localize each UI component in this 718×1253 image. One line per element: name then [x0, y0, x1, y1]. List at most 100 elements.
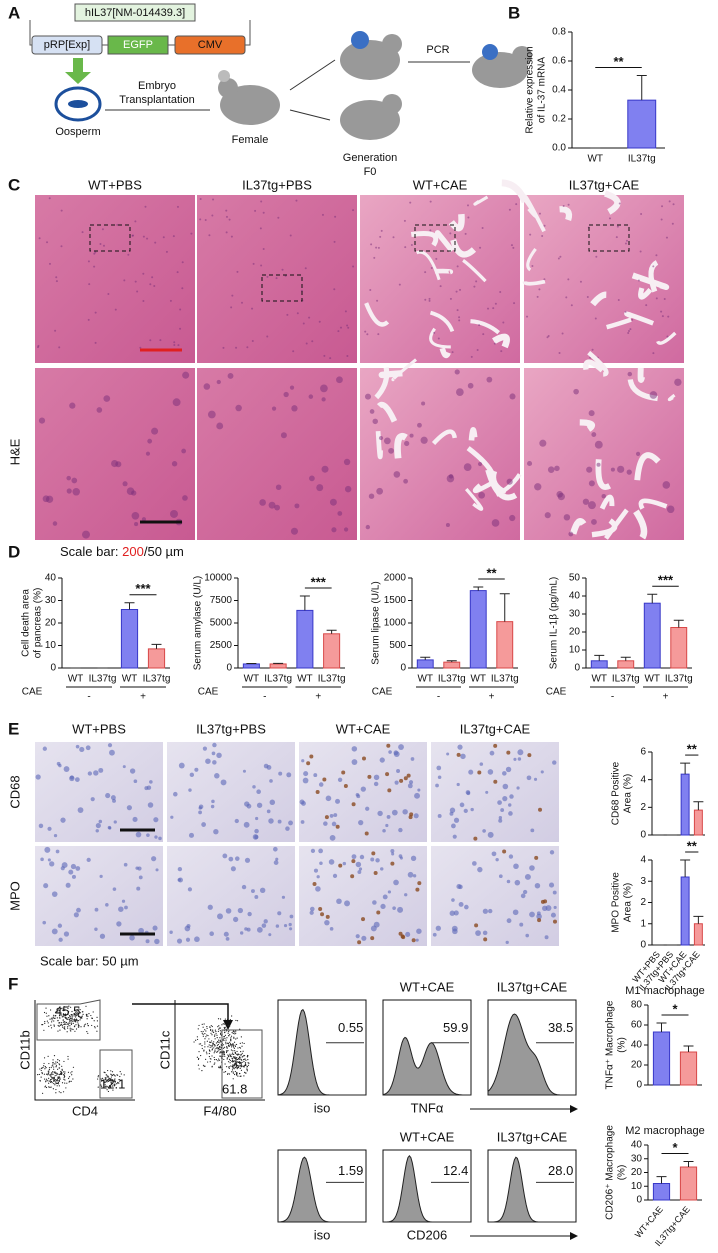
event [64, 1008, 66, 1010]
event [70, 1023, 73, 1026]
texture [115, 461, 122, 468]
y-tick-label: 20 [569, 627, 581, 638]
event [244, 1072, 246, 1074]
event [63, 1027, 65, 1029]
event [231, 1031, 233, 1034]
y-axis-label: Serum IL-1β (pg/mL) [549, 577, 560, 669]
micrograph [524, 195, 684, 363]
bar [590, 660, 608, 669]
texture [289, 914, 294, 919]
texture [376, 401, 398, 423]
event [237, 1066, 240, 1068]
texture [319, 861, 323, 866]
texture [453, 817, 460, 823]
event [247, 1055, 249, 1057]
texture [269, 779, 273, 783]
event [55, 1065, 58, 1067]
event [198, 1024, 200, 1027]
event [76, 1011, 78, 1013]
event [200, 1030, 202, 1033]
event [62, 1009, 64, 1011]
texture [57, 923, 63, 928]
event [213, 1058, 216, 1061]
event [196, 1036, 198, 1038]
event [51, 1074, 53, 1076]
texture [451, 823, 456, 829]
event [51, 1065, 53, 1067]
texture [505, 766, 512, 773]
event [219, 1046, 221, 1048]
texture [513, 863, 519, 870]
texture [138, 875, 143, 880]
texture [355, 792, 360, 797]
event [235, 1019, 237, 1022]
texture [493, 779, 498, 784]
event [118, 1078, 120, 1081]
texture [70, 863, 77, 870]
texture [122, 481, 128, 487]
event [223, 1026, 225, 1029]
texture [662, 481, 671, 489]
texture [387, 890, 392, 894]
event [219, 1055, 221, 1057]
event [50, 1086, 52, 1088]
event [44, 1065, 46, 1068]
event [117, 1074, 119, 1076]
texture [153, 817, 159, 823]
event [229, 1019, 231, 1021]
y-axis-label: Area (%) [623, 774, 634, 813]
texture [216, 752, 222, 759]
event [69, 1029, 71, 1031]
texture [347, 326, 350, 329]
event [236, 1020, 239, 1022]
event [76, 1019, 78, 1021]
texture [87, 771, 93, 776]
event [240, 1063, 242, 1065]
event [203, 1023, 205, 1025]
event [243, 1061, 245, 1063]
event [41, 1072, 43, 1075]
event [226, 1047, 228, 1049]
event [97, 1086, 99, 1088]
event [114, 1078, 116, 1080]
event [219, 1030, 221, 1032]
texture [336, 898, 342, 905]
event [120, 1073, 122, 1075]
event [55, 1088, 57, 1091]
texture [266, 275, 269, 278]
y-tick-label: 0 [226, 663, 232, 674]
event [52, 1064, 54, 1066]
texture [509, 794, 514, 799]
event [222, 1053, 224, 1055]
event [64, 1071, 66, 1073]
texture [85, 745, 91, 751]
event [67, 1007, 69, 1010]
event [55, 1074, 58, 1076]
texture [634, 452, 661, 481]
x-tick-label: IL37tg [438, 674, 466, 685]
event [74, 1012, 76, 1015]
event [233, 1031, 235, 1033]
event [231, 1052, 234, 1054]
y-axis-label: CD68 Positive [611, 761, 622, 825]
label: Transplantation [119, 94, 194, 106]
error-bar [683, 1045, 694, 1052]
event [52, 1014, 55, 1016]
event [235, 1038, 237, 1040]
texture [505, 940, 509, 945]
event [52, 1071, 54, 1073]
event [81, 1011, 84, 1013]
event [198, 1057, 200, 1060]
texture [308, 394, 314, 399]
inset-box [414, 224, 456, 252]
texture [499, 290, 502, 293]
event [233, 1037, 235, 1039]
scale-text: Scale bar: [60, 544, 122, 559]
texture [134, 522, 139, 527]
texture [71, 874, 76, 879]
event [47, 1072, 49, 1074]
event [62, 1014, 64, 1016]
column-header: WT+CAE [400, 979, 455, 994]
event [53, 1066, 55, 1068]
texture [460, 753, 466, 760]
